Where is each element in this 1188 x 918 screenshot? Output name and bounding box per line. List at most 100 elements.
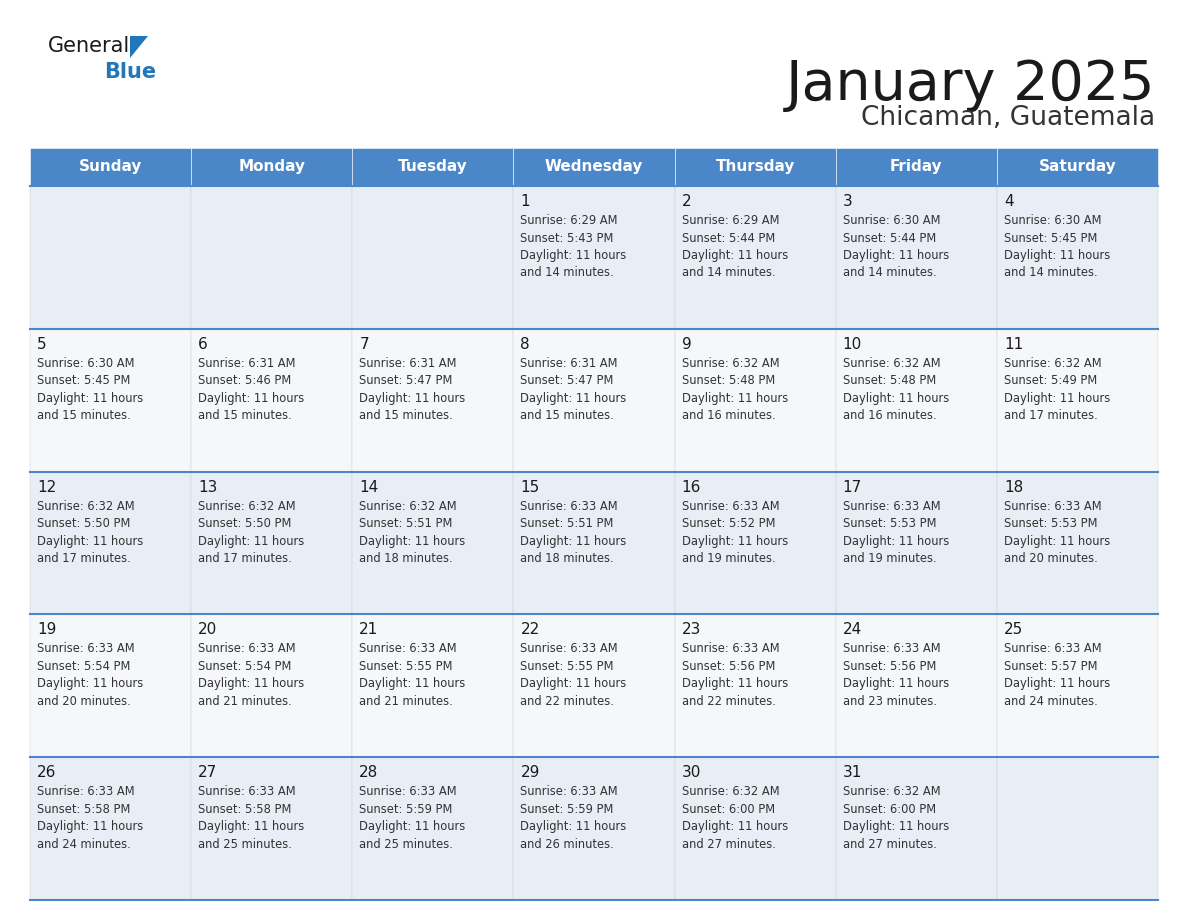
Text: 29: 29 bbox=[520, 766, 539, 780]
Bar bbox=[191, 757, 353, 900]
Bar bbox=[835, 329, 997, 472]
Bar bbox=[30, 472, 191, 614]
Text: 28: 28 bbox=[359, 766, 379, 780]
Text: Sunrise: 6:33 AM
Sunset: 5:55 PM
Daylight: 11 hours
and 21 minutes.: Sunrise: 6:33 AM Sunset: 5:55 PM Dayligh… bbox=[359, 643, 466, 708]
Text: 20: 20 bbox=[198, 622, 217, 637]
Bar bbox=[353, 186, 513, 329]
Text: Sunrise: 6:33 AM
Sunset: 5:54 PM
Daylight: 11 hours
and 20 minutes.: Sunrise: 6:33 AM Sunset: 5:54 PM Dayligh… bbox=[37, 643, 144, 708]
Text: Sunrise: 6:30 AM
Sunset: 5:44 PM
Daylight: 11 hours
and 14 minutes.: Sunrise: 6:30 AM Sunset: 5:44 PM Dayligh… bbox=[842, 214, 949, 279]
Text: Sunrise: 6:33 AM
Sunset: 5:53 PM
Daylight: 11 hours
and 19 minutes.: Sunrise: 6:33 AM Sunset: 5:53 PM Dayligh… bbox=[842, 499, 949, 565]
Text: Chicaman, Guatemala: Chicaman, Guatemala bbox=[861, 105, 1155, 131]
Text: Sunrise: 6:32 AM
Sunset: 6:00 PM
Daylight: 11 hours
and 27 minutes.: Sunrise: 6:32 AM Sunset: 6:00 PM Dayligh… bbox=[682, 785, 788, 851]
Text: Sunrise: 6:33 AM
Sunset: 5:58 PM
Daylight: 11 hours
and 25 minutes.: Sunrise: 6:33 AM Sunset: 5:58 PM Dayligh… bbox=[198, 785, 304, 851]
Text: 1: 1 bbox=[520, 194, 530, 209]
Bar bbox=[675, 472, 835, 614]
Text: Sunday: Sunday bbox=[78, 160, 143, 174]
Bar bbox=[835, 148, 997, 186]
Bar bbox=[191, 329, 353, 472]
Bar bbox=[30, 757, 191, 900]
Bar bbox=[997, 757, 1158, 900]
Text: Sunrise: 6:33 AM
Sunset: 5:53 PM
Daylight: 11 hours
and 20 minutes.: Sunrise: 6:33 AM Sunset: 5:53 PM Dayligh… bbox=[1004, 499, 1110, 565]
Text: Sunrise: 6:30 AM
Sunset: 5:45 PM
Daylight: 11 hours
and 15 minutes.: Sunrise: 6:30 AM Sunset: 5:45 PM Dayligh… bbox=[37, 357, 144, 422]
Text: 6: 6 bbox=[198, 337, 208, 352]
Text: Sunrise: 6:30 AM
Sunset: 5:45 PM
Daylight: 11 hours
and 14 minutes.: Sunrise: 6:30 AM Sunset: 5:45 PM Dayligh… bbox=[1004, 214, 1110, 279]
Text: 7: 7 bbox=[359, 337, 369, 352]
Text: Tuesday: Tuesday bbox=[398, 160, 468, 174]
Text: 25: 25 bbox=[1004, 622, 1023, 637]
Text: Saturday: Saturday bbox=[1038, 160, 1117, 174]
Bar bbox=[997, 614, 1158, 757]
Text: Thursday: Thursday bbox=[715, 160, 795, 174]
Text: Sunrise: 6:33 AM
Sunset: 5:59 PM
Daylight: 11 hours
and 26 minutes.: Sunrise: 6:33 AM Sunset: 5:59 PM Dayligh… bbox=[520, 785, 627, 851]
Bar bbox=[835, 614, 997, 757]
Bar bbox=[30, 329, 191, 472]
Text: 8: 8 bbox=[520, 337, 530, 352]
Text: 5: 5 bbox=[37, 337, 46, 352]
Text: 30: 30 bbox=[682, 766, 701, 780]
Text: Sunrise: 6:33 AM
Sunset: 5:54 PM
Daylight: 11 hours
and 21 minutes.: Sunrise: 6:33 AM Sunset: 5:54 PM Dayligh… bbox=[198, 643, 304, 708]
Text: 12: 12 bbox=[37, 479, 56, 495]
Bar bbox=[513, 472, 675, 614]
Bar bbox=[30, 186, 191, 329]
Polygon shape bbox=[129, 36, 148, 58]
Bar bbox=[513, 186, 675, 329]
Bar bbox=[997, 472, 1158, 614]
Text: Sunrise: 6:31 AM
Sunset: 5:47 PM
Daylight: 11 hours
and 15 minutes.: Sunrise: 6:31 AM Sunset: 5:47 PM Dayligh… bbox=[520, 357, 627, 422]
Text: 11: 11 bbox=[1004, 337, 1023, 352]
Text: 9: 9 bbox=[682, 337, 691, 352]
Bar bbox=[513, 614, 675, 757]
Text: Sunrise: 6:32 AM
Sunset: 6:00 PM
Daylight: 11 hours
and 27 minutes.: Sunrise: 6:32 AM Sunset: 6:00 PM Dayligh… bbox=[842, 785, 949, 851]
Text: Sunrise: 6:33 AM
Sunset: 5:56 PM
Daylight: 11 hours
and 22 minutes.: Sunrise: 6:33 AM Sunset: 5:56 PM Dayligh… bbox=[682, 643, 788, 708]
Text: Wednesday: Wednesday bbox=[545, 160, 643, 174]
Text: 24: 24 bbox=[842, 622, 862, 637]
Bar bbox=[353, 614, 513, 757]
Text: Sunrise: 6:31 AM
Sunset: 5:47 PM
Daylight: 11 hours
and 15 minutes.: Sunrise: 6:31 AM Sunset: 5:47 PM Dayligh… bbox=[359, 357, 466, 422]
Bar bbox=[513, 757, 675, 900]
Text: Sunrise: 6:32 AM
Sunset: 5:50 PM
Daylight: 11 hours
and 17 minutes.: Sunrise: 6:32 AM Sunset: 5:50 PM Dayligh… bbox=[37, 499, 144, 565]
Text: Sunrise: 6:32 AM
Sunset: 5:48 PM
Daylight: 11 hours
and 16 minutes.: Sunrise: 6:32 AM Sunset: 5:48 PM Dayligh… bbox=[842, 357, 949, 422]
Text: Monday: Monday bbox=[239, 160, 305, 174]
Text: Sunrise: 6:32 AM
Sunset: 5:49 PM
Daylight: 11 hours
and 17 minutes.: Sunrise: 6:32 AM Sunset: 5:49 PM Dayligh… bbox=[1004, 357, 1110, 422]
Text: Sunrise: 6:32 AM
Sunset: 5:48 PM
Daylight: 11 hours
and 16 minutes.: Sunrise: 6:32 AM Sunset: 5:48 PM Dayligh… bbox=[682, 357, 788, 422]
Bar bbox=[353, 329, 513, 472]
Text: January 2025: January 2025 bbox=[785, 58, 1155, 112]
Bar bbox=[191, 472, 353, 614]
Text: 2: 2 bbox=[682, 194, 691, 209]
Bar bbox=[835, 757, 997, 900]
Text: 26: 26 bbox=[37, 766, 56, 780]
Bar bbox=[835, 472, 997, 614]
Text: 14: 14 bbox=[359, 479, 379, 495]
Text: Sunrise: 6:33 AM
Sunset: 5:55 PM
Daylight: 11 hours
and 22 minutes.: Sunrise: 6:33 AM Sunset: 5:55 PM Dayligh… bbox=[520, 643, 627, 708]
Text: Sunrise: 6:31 AM
Sunset: 5:46 PM
Daylight: 11 hours
and 15 minutes.: Sunrise: 6:31 AM Sunset: 5:46 PM Dayligh… bbox=[198, 357, 304, 422]
Text: 27: 27 bbox=[198, 766, 217, 780]
Text: Sunrise: 6:33 AM
Sunset: 5:59 PM
Daylight: 11 hours
and 25 minutes.: Sunrise: 6:33 AM Sunset: 5:59 PM Dayligh… bbox=[359, 785, 466, 851]
Text: 10: 10 bbox=[842, 337, 862, 352]
Bar bbox=[675, 614, 835, 757]
Text: 17: 17 bbox=[842, 479, 862, 495]
Bar bbox=[675, 186, 835, 329]
Bar bbox=[513, 329, 675, 472]
Bar bbox=[353, 472, 513, 614]
Text: 16: 16 bbox=[682, 479, 701, 495]
Text: Sunrise: 6:29 AM
Sunset: 5:43 PM
Daylight: 11 hours
and 14 minutes.: Sunrise: 6:29 AM Sunset: 5:43 PM Dayligh… bbox=[520, 214, 627, 279]
Bar bbox=[191, 148, 353, 186]
Bar bbox=[191, 186, 353, 329]
Bar bbox=[997, 148, 1158, 186]
Text: 31: 31 bbox=[842, 766, 862, 780]
Bar bbox=[997, 186, 1158, 329]
Bar bbox=[675, 329, 835, 472]
Bar bbox=[675, 148, 835, 186]
Bar bbox=[30, 148, 191, 186]
Text: 22: 22 bbox=[520, 622, 539, 637]
Text: Sunrise: 6:33 AM
Sunset: 5:51 PM
Daylight: 11 hours
and 18 minutes.: Sunrise: 6:33 AM Sunset: 5:51 PM Dayligh… bbox=[520, 499, 627, 565]
Text: 18: 18 bbox=[1004, 479, 1023, 495]
Text: 4: 4 bbox=[1004, 194, 1013, 209]
Bar bbox=[675, 757, 835, 900]
Bar bbox=[835, 186, 997, 329]
Text: Sunrise: 6:32 AM
Sunset: 5:51 PM
Daylight: 11 hours
and 18 minutes.: Sunrise: 6:32 AM Sunset: 5:51 PM Dayligh… bbox=[359, 499, 466, 565]
Text: 23: 23 bbox=[682, 622, 701, 637]
Text: 13: 13 bbox=[198, 479, 217, 495]
Text: Sunrise: 6:29 AM
Sunset: 5:44 PM
Daylight: 11 hours
and 14 minutes.: Sunrise: 6:29 AM Sunset: 5:44 PM Dayligh… bbox=[682, 214, 788, 279]
Text: 19: 19 bbox=[37, 622, 56, 637]
Text: Sunrise: 6:33 AM
Sunset: 5:52 PM
Daylight: 11 hours
and 19 minutes.: Sunrise: 6:33 AM Sunset: 5:52 PM Dayligh… bbox=[682, 499, 788, 565]
